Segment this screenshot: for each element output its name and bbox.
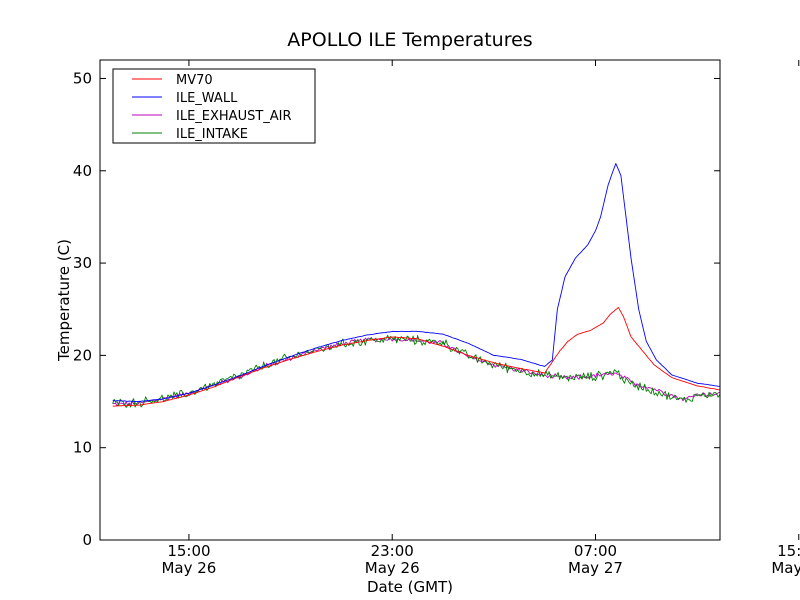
- series-line-ile-intake: [112, 334, 720, 408]
- chart-title: APOLLO ILE Temperatures: [287, 29, 532, 51]
- x-tick-label-time: 23:00: [371, 542, 414, 560]
- x-tick-label-time: 15:00: [167, 542, 210, 560]
- y-tick-label: 50: [73, 69, 92, 87]
- y-tick-label: 0: [82, 531, 92, 549]
- x-axis-label: Date (GMT): [367, 578, 453, 596]
- x-tick-label-date: May 26: [365, 559, 420, 577]
- y-tick-labels: 0 10 20 30 40 50: [73, 69, 92, 549]
- axis-ticks: [100, 60, 800, 541]
- x-tick-label-date: May 27: [771, 559, 800, 577]
- series-line-mv70: [112, 307, 720, 407]
- y-axis-label: Temperature (C): [55, 239, 73, 362]
- legend-label: ILE_INTAKE: [176, 127, 248, 142]
- x-tick-label-date: May 26: [161, 559, 216, 577]
- legend-label: ILE_EXHAUST_AIR: [176, 109, 292, 124]
- series-layer: [112, 163, 720, 408]
- y-tick-label: 10: [73, 439, 92, 457]
- x-tick-label-time: 07:00: [574, 542, 617, 560]
- y-tick-label: 20: [73, 346, 92, 364]
- legend-label: ILE_WALL: [176, 91, 238, 106]
- y-tick-label: 30: [73, 254, 92, 272]
- x-tick-label-date: May 27: [568, 559, 623, 577]
- legend: MV70 ILE_WALL ILE_EXHAUST_AIR ILE_INTAKE: [112, 68, 316, 144]
- series-line-ile-wall: [112, 163, 720, 403]
- legend-box: [112, 68, 316, 144]
- y-tick-label: 40: [73, 162, 92, 180]
- plot-frame: [99, 59, 721, 541]
- legend-label: MV70: [176, 73, 213, 88]
- x-tick-label-time: 15:00: [777, 542, 800, 560]
